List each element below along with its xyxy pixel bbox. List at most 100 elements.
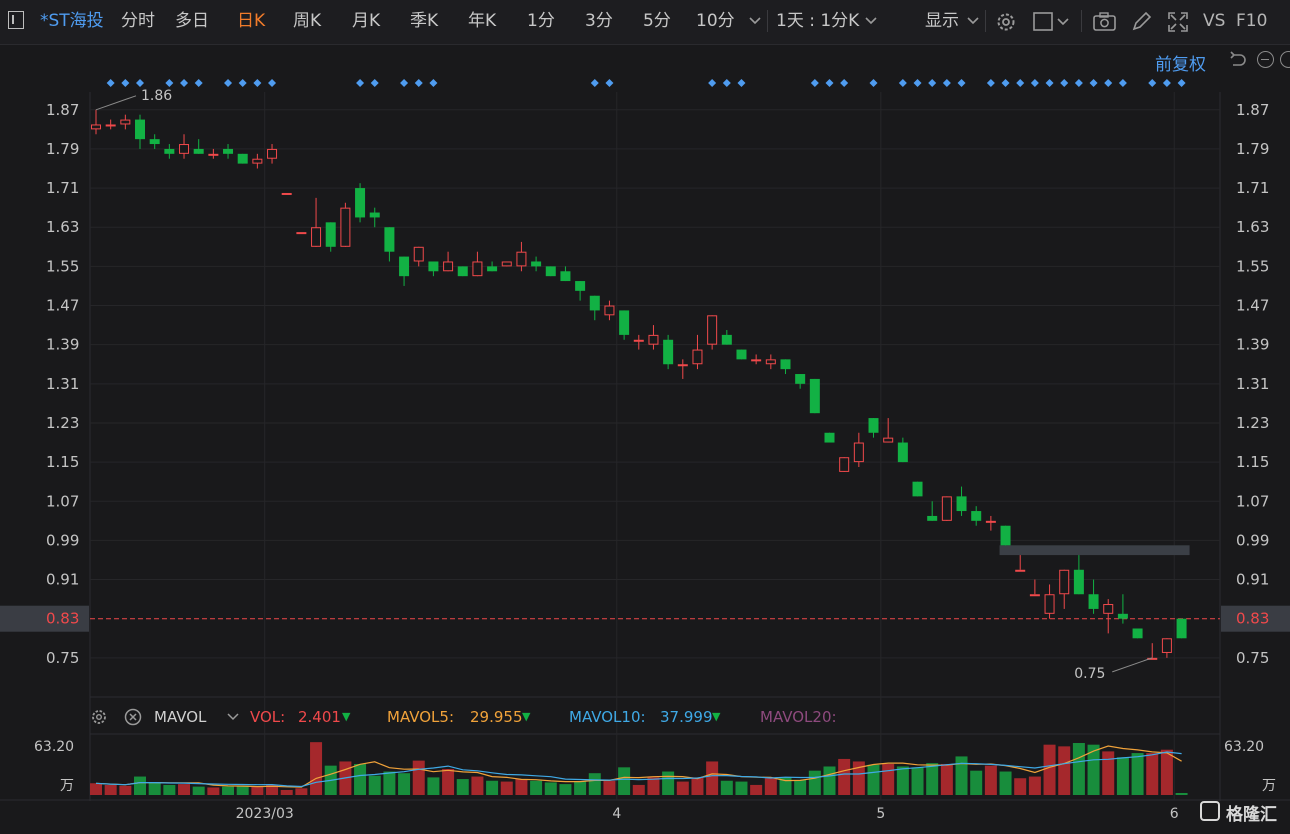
stock-name[interactable]: *ST海投 xyxy=(40,11,104,31)
indicator-chevron-down-icon[interactable] xyxy=(226,712,240,722)
volume-bar xyxy=(1014,778,1027,795)
candle-body-up xyxy=(633,339,644,342)
candle-body-down xyxy=(736,349,747,360)
tab-3min[interactable]: 3分 xyxy=(585,11,613,31)
candle-body-up xyxy=(179,144,190,154)
volume-bar xyxy=(295,788,308,795)
volume-bar xyxy=(427,777,440,795)
indicator-settings-gear-icon[interactable] xyxy=(90,708,108,726)
tab-monthly-k[interactable]: 月K xyxy=(352,11,381,31)
signal-marker xyxy=(708,79,717,87)
volume-bar xyxy=(207,787,220,795)
tab-weekly-k[interactable]: 周K xyxy=(293,11,322,31)
low-marker-line xyxy=(1112,657,1153,673)
tab-multi-day[interactable]: 多日 xyxy=(175,11,209,31)
price-tick-label-right: 1.55 xyxy=(1236,257,1269,275)
tab-quarterly-k[interactable]: 季K xyxy=(410,11,439,31)
display-chevron-down-icon[interactable] xyxy=(966,16,980,26)
zoom-out-icon[interactable] xyxy=(1257,51,1274,68)
period-select[interactable]: 1天 : 1分K xyxy=(776,11,860,31)
candle-body-down xyxy=(237,153,248,164)
settings-gear-icon[interactable] xyxy=(994,10,1018,34)
signal-marker xyxy=(194,79,203,87)
candle-body-up xyxy=(1029,594,1040,597)
tab-10min[interactable]: 10分 xyxy=(696,11,735,31)
vol-value: 2.401 xyxy=(298,708,341,726)
candle-body-up xyxy=(208,153,219,156)
signal-marker xyxy=(825,79,834,87)
volume-bar xyxy=(251,786,264,795)
candle-body-down xyxy=(325,222,336,247)
candle-body-up xyxy=(883,437,894,443)
signal-marker xyxy=(224,79,233,87)
candle-body-down xyxy=(399,256,410,277)
volume-bar xyxy=(1072,743,1085,795)
candle-body-down xyxy=(1000,525,1011,546)
volume-bar xyxy=(1028,776,1041,795)
tab-1min[interactable]: 1分 xyxy=(527,11,555,31)
price-adjust-select[interactable]: 前复权 xyxy=(1155,55,1206,75)
gelonghui-logo-icon xyxy=(1200,801,1220,821)
candle-body-up xyxy=(120,119,131,125)
candle-body-down xyxy=(780,359,791,370)
high-price-label: 1.86 xyxy=(141,88,172,104)
kline-chart-svg[interactable]: 2023/03 4 5 6 1.87 1.87 1.79 1.79 1.71 1.71 1.63 1.… xyxy=(0,45,1290,830)
mavol5-down-arrow-icon: ▼ xyxy=(522,710,531,723)
candle-body-up xyxy=(1059,569,1070,595)
candle-body-down xyxy=(1073,569,1084,595)
volume-bar xyxy=(632,784,645,795)
volume-bar xyxy=(412,760,425,795)
tab-daily-k[interactable]: 日K xyxy=(237,11,266,31)
volume-bar xyxy=(896,766,909,795)
price-tick-label-right: 1.47 xyxy=(1236,297,1269,315)
low-price-label: 0.75 xyxy=(1074,666,1105,682)
panel-toggle-icon[interactable] xyxy=(8,11,24,29)
volume-bar xyxy=(471,776,484,795)
volume-bar xyxy=(999,771,1012,795)
price-tick-label-left: 1.31 xyxy=(46,375,79,393)
volume-bar xyxy=(236,785,249,795)
candle-body-down xyxy=(795,374,806,384)
volume-bar xyxy=(192,786,205,795)
f10-button[interactable]: F10 xyxy=(1236,11,1268,31)
price-tick-label-right: 0.99 xyxy=(1236,531,1269,549)
candle-body-up xyxy=(91,124,101,130)
pencil-draw-icon[interactable] xyxy=(1130,10,1154,34)
candle-body-up xyxy=(252,158,263,164)
signal-marker xyxy=(136,79,145,87)
close-indicator-icon[interactable] xyxy=(124,708,142,726)
candle-body-up xyxy=(105,124,116,127)
fullscreen-icon[interactable] xyxy=(1166,10,1190,34)
candle-body-down xyxy=(1117,613,1128,619)
signal-marker xyxy=(106,79,115,87)
tab-intraday[interactable]: 分时 xyxy=(121,11,155,31)
volume-bar xyxy=(720,780,733,795)
mavol5-label: MAVOL5: xyxy=(387,708,455,726)
volume-bar xyxy=(750,784,763,795)
tab-yearly-k[interactable]: 年K xyxy=(468,11,497,31)
signal-marker xyxy=(1001,79,1010,87)
vs-compare-button[interactable]: VS xyxy=(1203,11,1226,31)
axis-labels: 2023/03 4 5 6 1.87 1.87 1.79 1.79 1.71 1.71 1.63 1.… xyxy=(34,88,1276,822)
tab-5min[interactable]: 5分 xyxy=(643,11,671,31)
period-chevron-down-icon[interactable] xyxy=(864,16,878,26)
undo-icon[interactable] xyxy=(1228,50,1248,70)
layout-select-icon[interactable] xyxy=(1032,10,1072,34)
volume-bar xyxy=(603,780,616,795)
indicator-name[interactable]: MAVOL xyxy=(154,708,207,726)
volume-bar xyxy=(955,756,968,795)
display-menu[interactable]: 显示 xyxy=(925,11,959,31)
candle-body-up xyxy=(281,192,292,195)
kline-chart[interactable]: 2023/03 4 5 6 1.87 1.87 1.79 1.79 1.71 1.71 1.63 1.… xyxy=(0,45,1290,830)
price-tick-label-left: 0.91 xyxy=(46,571,79,589)
volume-bar xyxy=(808,770,821,795)
signal-marker xyxy=(356,79,365,87)
vol-max-label-left: 63.20 xyxy=(34,739,74,755)
more-periods-chevron-icon[interactable] xyxy=(748,16,762,26)
candle-body-down xyxy=(457,266,468,277)
candle-body-up xyxy=(501,261,512,267)
camera-screenshot-icon[interactable] xyxy=(1092,10,1118,34)
volume-bar xyxy=(984,765,997,795)
zoom-in-icon[interactable] xyxy=(1280,51,1290,68)
mavol20-label: MAVOL20: xyxy=(760,708,837,726)
